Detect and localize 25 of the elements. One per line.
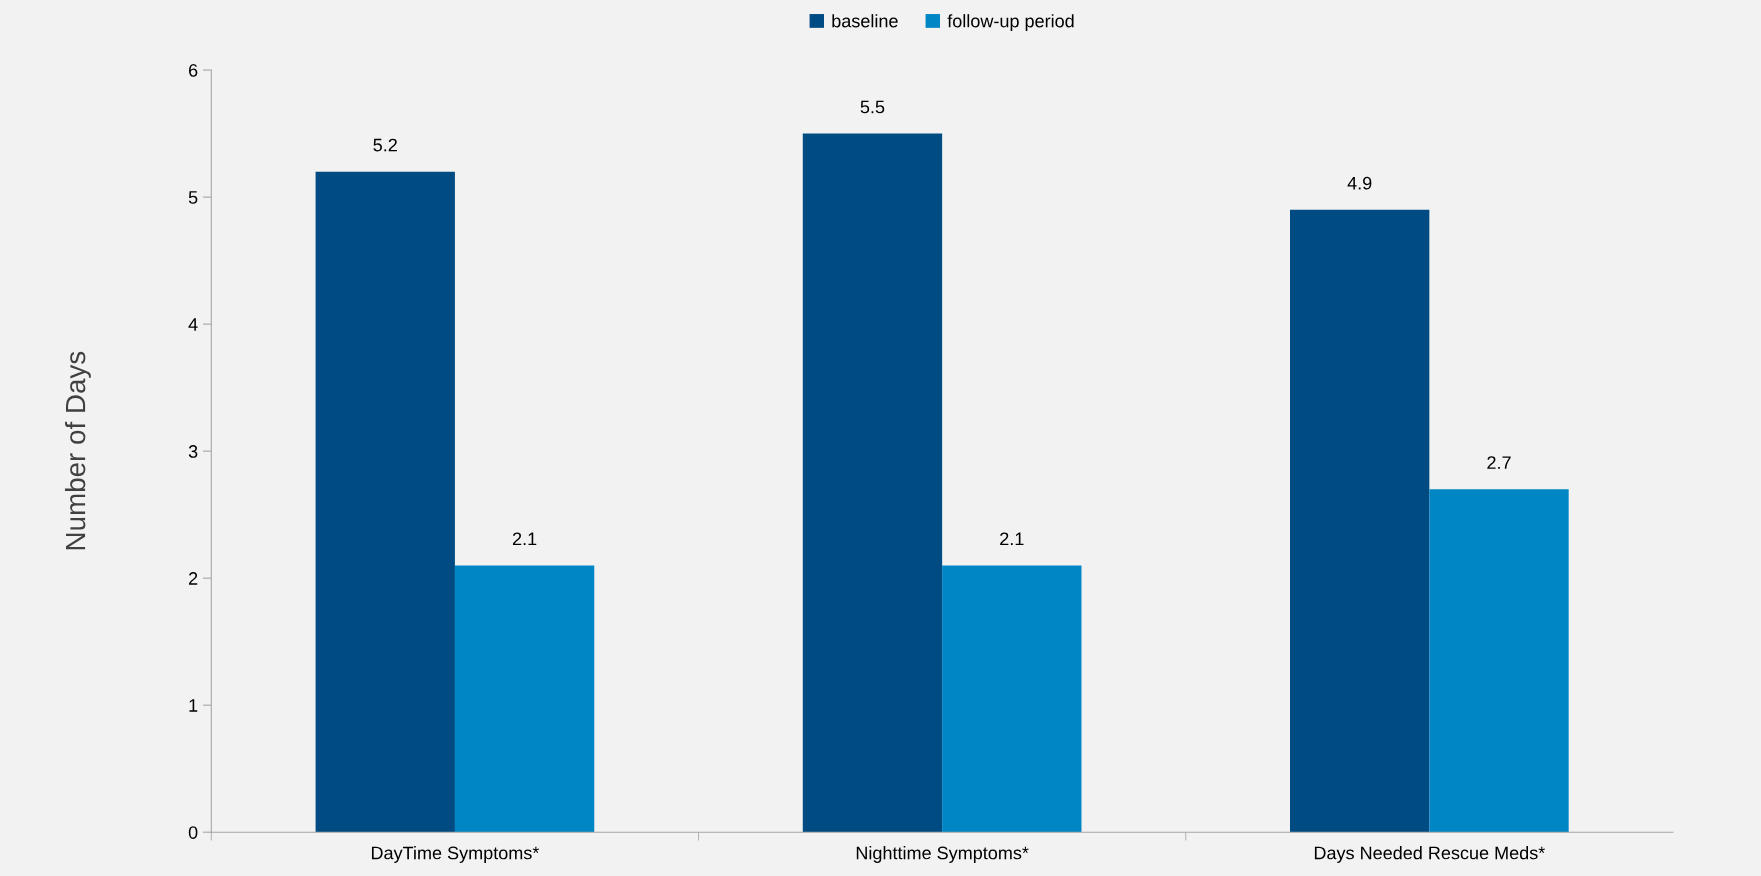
- y-tick-label: 3: [188, 445, 198, 458]
- legend-label: follow-up period: [947, 14, 1074, 31]
- bar: [1290, 209, 1430, 833]
- y-tick-label: 1: [189, 699, 198, 712]
- x-tick-label: DayTime Symptoms*: [371, 846, 540, 863]
- data-label: 4.9: [1347, 176, 1372, 190]
- data-label: 2.1: [1000, 532, 1024, 546]
- data-label: 2.7: [1487, 456, 1511, 469]
- bar: [942, 565, 1082, 833]
- y-tick-label: 6: [189, 64, 198, 77]
- y-tick-label: 2: [188, 572, 198, 585]
- x-tick-label: Nighttime Symptoms*: [856, 846, 1029, 863]
- y-axis-title: Number of Days: [64, 351, 91, 550]
- bar: [454, 565, 595, 833]
- bar: [1429, 489, 1569, 833]
- bar: [802, 133, 943, 833]
- y-tick-label: 5: [188, 191, 198, 204]
- y-tick-label: 4: [188, 318, 198, 331]
- legend-label: baseline: [832, 14, 898, 28]
- x-tick-label: Days Needed Rescue Meds*: [1314, 846, 1545, 863]
- data-label: 5.2: [373, 138, 397, 152]
- data-label: 5.5: [860, 100, 885, 114]
- data-label: 2.1: [512, 532, 537, 546]
- bar: [315, 171, 455, 833]
- y-tick-label: 0: [188, 826, 198, 839]
